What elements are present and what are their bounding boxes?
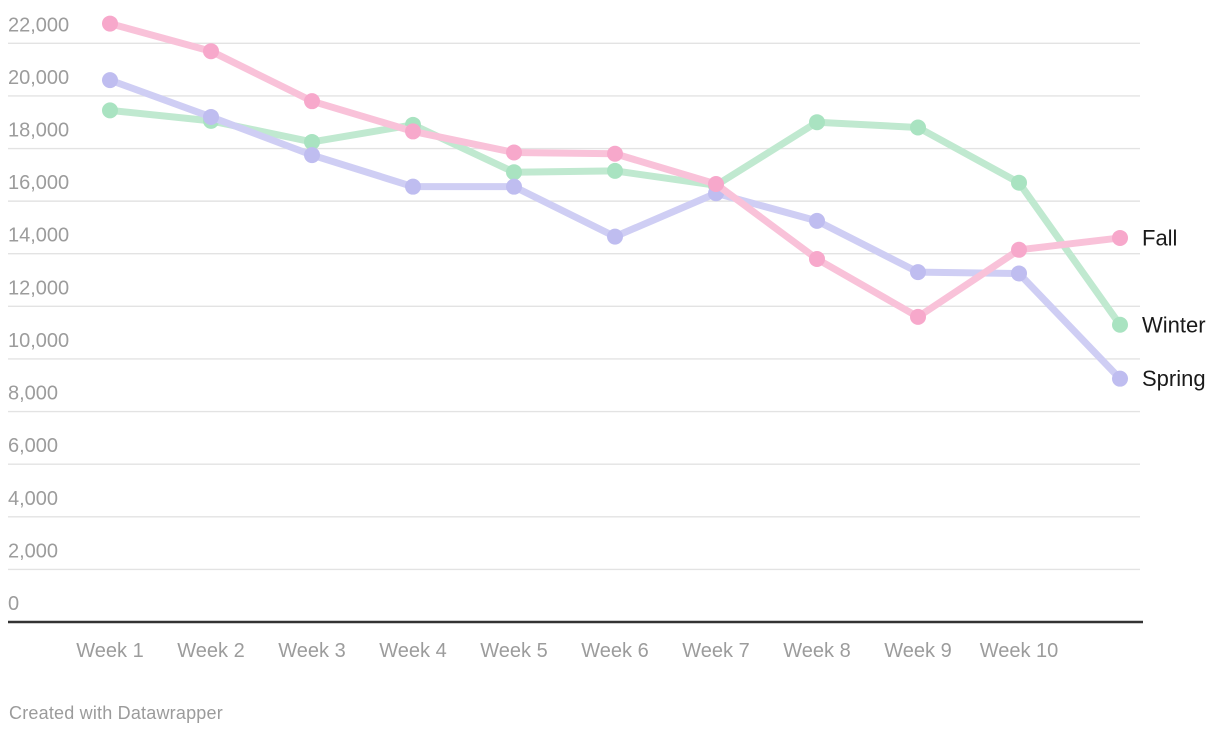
y-tick-label: 14,000 [8,225,69,247]
data-point-winter-11[interactable] [1112,316,1128,333]
series-line-winter [106,106,1124,329]
data-point-spring-9[interactable] [910,264,926,281]
data-point-winter-1[interactable] [102,102,118,119]
x-tick-label: Week 4 [379,640,446,662]
y-tick-label: 20,000 [8,67,69,89]
data-point-fall-9[interactable] [910,308,926,325]
y-tick-label: 6,000 [8,435,58,457]
data-point-fall-2[interactable] [203,43,219,60]
y-tick-label: 0 [8,593,19,615]
data-point-spring-1[interactable] [102,72,118,89]
data-point-spring-5[interactable] [506,178,522,195]
x-tick-label: Week 3 [278,640,345,662]
data-point-spring-10[interactable] [1011,265,1027,282]
y-tick-label: 22,000 [8,14,69,36]
data-point-winter-9[interactable] [910,119,926,136]
y-tick-label: 16,000 [8,172,69,194]
data-point-winter-5[interactable] [506,164,522,181]
x-tick-label: Week 8 [783,640,850,662]
data-point-spring-6[interactable] [607,228,623,245]
data-point-spring-11[interactable] [1112,370,1128,387]
y-tick-label: 12,000 [8,277,69,299]
series-label-spring: Spring [1142,366,1206,391]
y-tick-label: 8,000 [8,383,58,405]
y-tick-label: 4,000 [8,488,58,510]
data-point-fall-10[interactable] [1011,241,1027,258]
data-point-fall-11[interactable] [1112,229,1128,246]
data-point-fall-8[interactable] [809,250,825,267]
data-point-spring-8[interactable] [809,212,825,229]
data-point-winter-8[interactable] [809,114,825,131]
data-point-fall-5[interactable] [506,144,522,161]
x-tick-label: Week 7 [682,640,749,662]
y-tick-label: 2,000 [8,540,58,562]
x-tick-label: Week 10 [980,640,1059,662]
x-tick-label: Week 5 [480,640,547,662]
data-point-winter-3[interactable] [304,133,320,150]
data-point-fall-4[interactable] [405,123,421,140]
y-tick-label: 18,000 [8,120,69,142]
x-tick-label: Week 2 [177,640,244,662]
data-point-spring-2[interactable] [203,108,219,125]
x-tick-label: Week 1 [76,640,143,662]
y-tick-label: 10,000 [8,330,69,352]
series-label-fall: Fall [1142,225,1177,250]
data-point-spring-4[interactable] [405,178,421,195]
data-point-fall-1[interactable] [102,15,118,32]
datawrapper-credit-link[interactable]: Created with Datawrapper [9,703,223,723]
x-tick-label: Week 9 [884,640,951,662]
data-point-winter-10[interactable] [1011,174,1027,191]
data-point-fall-6[interactable] [607,145,623,162]
data-point-fall-7[interactable] [708,176,724,193]
data-point-winter-6[interactable] [607,162,623,179]
x-tick-label: Week 6 [581,640,648,662]
series-label-winter: Winter [1142,312,1206,337]
data-point-spring-3[interactable] [304,147,320,164]
data-point-fall-3[interactable] [304,93,320,110]
